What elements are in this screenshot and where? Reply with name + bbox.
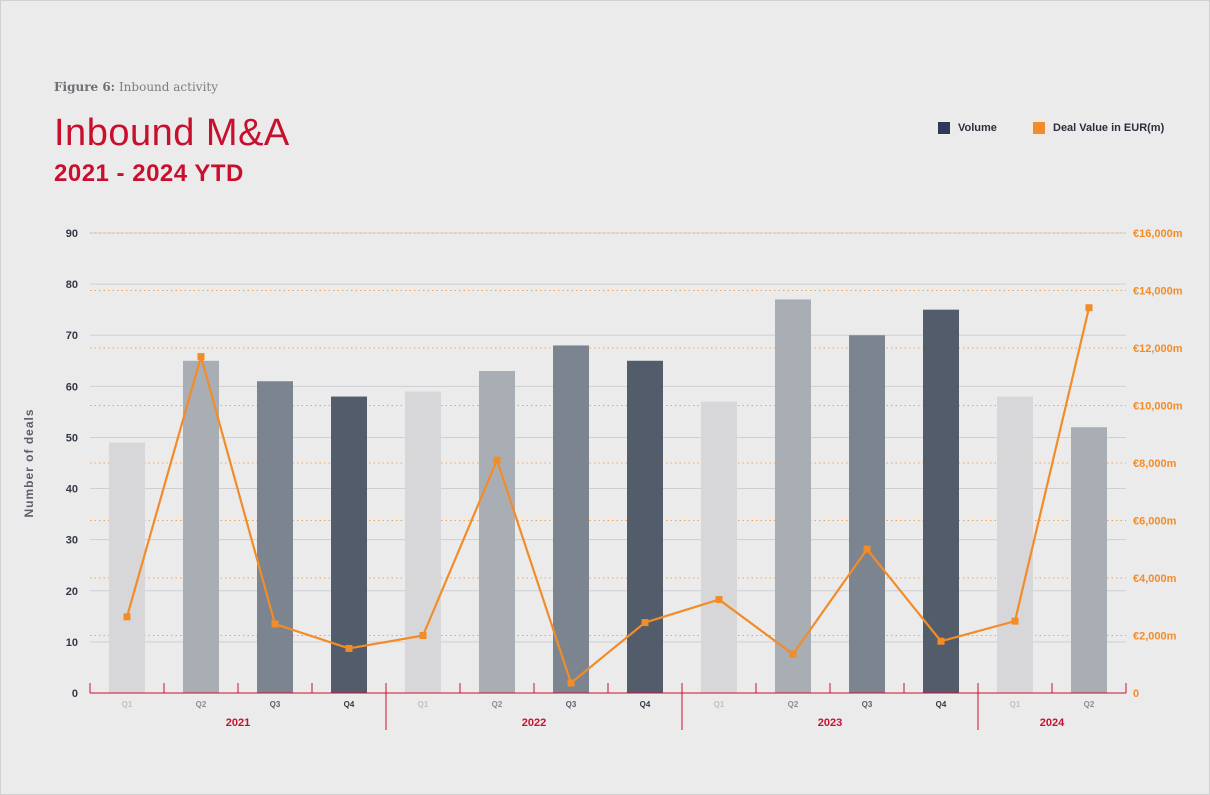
bar-volume-13 bbox=[1071, 427, 1107, 693]
y-tick-label-90: 90 bbox=[66, 228, 78, 240]
line-deal-value bbox=[125, 307, 1091, 685]
point-deal-value-10 bbox=[863, 545, 871, 553]
y2-tick-label-6: €12,000m bbox=[1133, 343, 1183, 355]
y2-tick-label-7: €14,000m bbox=[1133, 286, 1183, 298]
bar-volume-2 bbox=[257, 381, 293, 693]
y2-tick-label-1: €2,000m bbox=[1133, 631, 1177, 643]
figure-label-text: Inbound activity bbox=[118, 80, 219, 94]
x-tick-label-6: Q3 bbox=[566, 700, 577, 709]
legend-swatch-volume bbox=[938, 122, 950, 134]
y2-tick-label-5: €10,000m bbox=[1133, 401, 1183, 413]
point-deal-value-12 bbox=[1011, 617, 1019, 625]
bar-volume-1 bbox=[183, 360, 219, 693]
bar-volume-8 bbox=[701, 401, 737, 693]
bar-volume-0 bbox=[109, 442, 145, 693]
point-deal-value-7 bbox=[641, 619, 649, 627]
bar-volume-6 bbox=[553, 345, 589, 693]
x-tick-label-4: Q1 bbox=[418, 700, 429, 709]
figure-label-prefix: Figure 6: bbox=[54, 80, 116, 94]
y-tick-label-0: 0 bbox=[72, 688, 78, 700]
point-deal-value-11 bbox=[937, 637, 945, 645]
legend-label-deal-value: Deal Value in EUR(m) bbox=[1053, 122, 1165, 134]
x-tick-label-0: Q1 bbox=[122, 700, 133, 709]
chart-title: Inbound M&A bbox=[54, 112, 290, 154]
bar-volume-7 bbox=[627, 360, 663, 693]
x-tick-label-1: Q2 bbox=[196, 700, 207, 709]
point-deal-value-6 bbox=[567, 679, 575, 687]
y-tick-label-40: 40 bbox=[66, 484, 78, 496]
legend-swatch-deal-value bbox=[1033, 122, 1045, 134]
point-deal-value-4 bbox=[419, 632, 427, 639]
y-tick-label-30: 30 bbox=[66, 535, 78, 547]
bar-volume-4 bbox=[405, 391, 441, 693]
bar-volume-9 bbox=[775, 299, 811, 693]
legend-item-volume: Volume bbox=[938, 122, 997, 134]
legend-item-deal-value: Deal Value in EUR(m) bbox=[1033, 122, 1164, 134]
y2-tick-label-3: €6,000m bbox=[1133, 516, 1177, 528]
point-deal-value-5 bbox=[493, 456, 501, 464]
x-tick-label-13: Q2 bbox=[1084, 700, 1095, 709]
year-label-2021: 2021 bbox=[226, 717, 250, 729]
y2-tick-label-8: €16,000m bbox=[1133, 228, 1183, 240]
bar-volume-12 bbox=[997, 396, 1033, 693]
year-label-2024: 2024 bbox=[1040, 717, 1065, 729]
y2-tick-label-4: €8,000m bbox=[1133, 458, 1177, 470]
x-tick-label-12: Q1 bbox=[1010, 700, 1021, 709]
y-tick-label-70: 70 bbox=[66, 330, 78, 342]
year-label-2023: 2023 bbox=[818, 717, 842, 729]
point-deal-value-8 bbox=[715, 596, 723, 604]
x-tick-label-8: Q1 bbox=[714, 700, 725, 709]
y-axis-title: Number of deals bbox=[22, 408, 36, 517]
point-deal-value-9 bbox=[789, 650, 797, 658]
x-tick-label-5: Q2 bbox=[492, 700, 503, 709]
x-tick-label-3: Q4 bbox=[344, 700, 355, 709]
point-deal-value-0 bbox=[123, 613, 131, 621]
bar-volume-5 bbox=[479, 371, 515, 693]
x-tick-label-9: Q2 bbox=[788, 700, 799, 709]
legend-label-volume: Volume bbox=[958, 122, 997, 134]
x-tick-label-11: Q4 bbox=[936, 700, 947, 709]
y-tick-label-50: 50 bbox=[66, 432, 78, 444]
y2-tick-label-2: €4,000m bbox=[1133, 573, 1177, 585]
y-tick-label-20: 20 bbox=[66, 586, 78, 598]
point-deal-value-2 bbox=[271, 620, 279, 628]
y-tick-label-80: 80 bbox=[66, 279, 78, 291]
y-tick-label-10: 10 bbox=[66, 637, 78, 649]
point-deal-value-3 bbox=[345, 644, 353, 652]
chart-subtitle: 2021 - 2024 YTD bbox=[54, 160, 244, 187]
point-deal-value-13 bbox=[1085, 304, 1093, 312]
point-deal-value-1 bbox=[197, 353, 205, 361]
bar-volume-10 bbox=[849, 335, 885, 693]
year-label-2022: 2022 bbox=[522, 717, 546, 729]
y2-tick-label-0: 0 bbox=[1133, 688, 1139, 700]
bar-volume-11 bbox=[923, 309, 959, 693]
x-tick-label-7: Q4 bbox=[640, 700, 651, 709]
y-tick-label-60: 60 bbox=[66, 381, 78, 393]
x-tick-label-10: Q3 bbox=[862, 700, 873, 709]
figure-label: Figure 6: Inbound activity bbox=[54, 80, 218, 94]
x-tick-label-2: Q3 bbox=[270, 700, 281, 709]
